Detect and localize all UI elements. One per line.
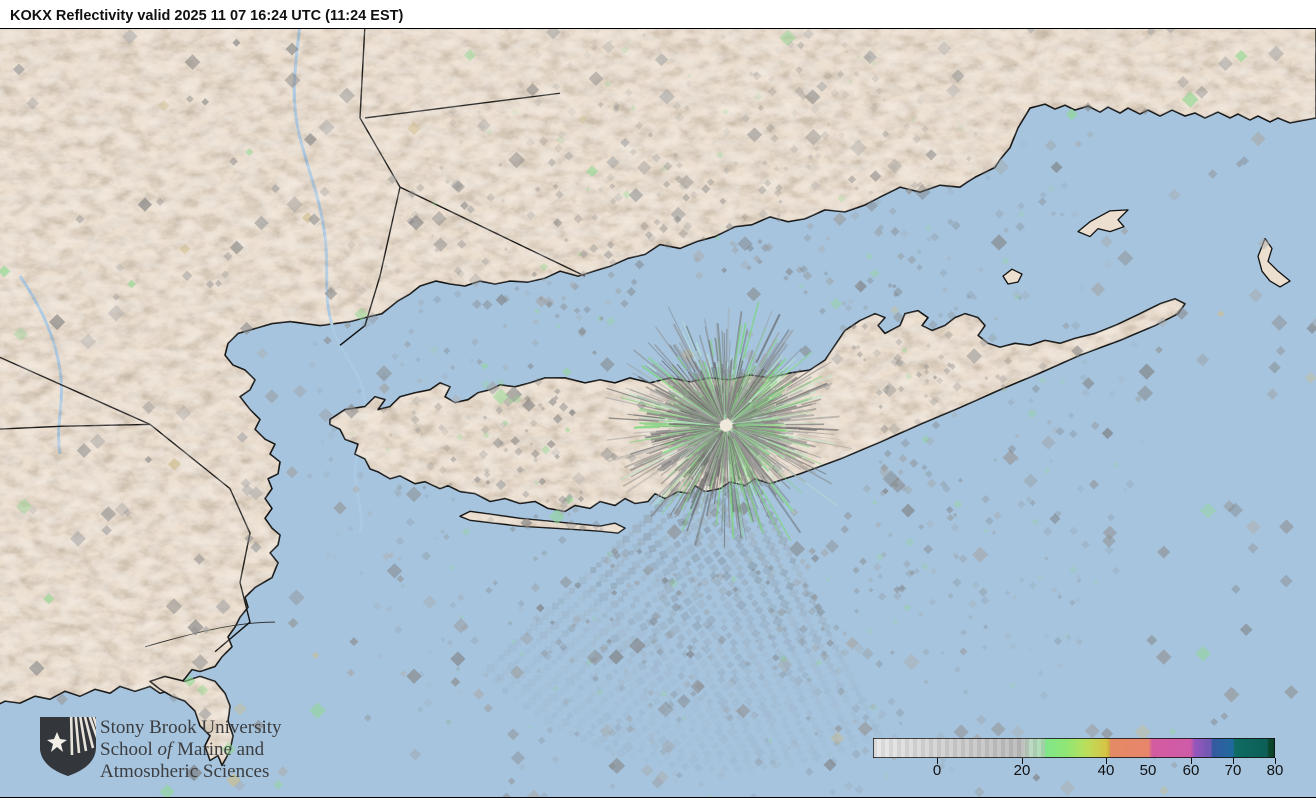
svg-text:Atmospheric Sciences: Atmospheric Sciences bbox=[100, 761, 269, 777]
svg-text:School of Marine and: School of Marine and bbox=[100, 739, 265, 760]
svg-text:Stony Brook University: Stony Brook University bbox=[100, 717, 282, 738]
